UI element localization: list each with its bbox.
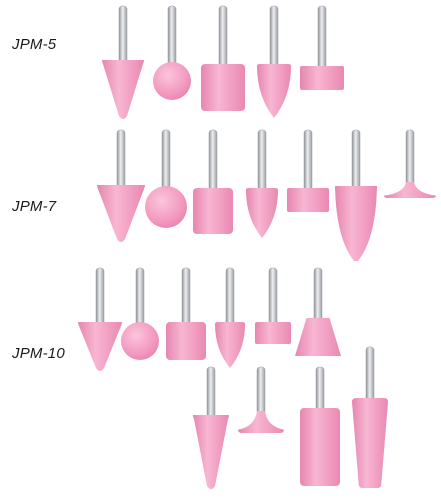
jpm10-disc <box>238 366 284 433</box>
group-label-jpm-5: JPM-5 <box>12 36 57 53</box>
group-label-jpm-7: JPM-7 <box>12 198 57 215</box>
jpm10-cylinder <box>166 267 206 360</box>
jpm7-disc <box>384 129 436 198</box>
jpm10-cone <box>78 267 122 371</box>
jpm7-cone <box>97 129 145 242</box>
jpm10-bullet <box>215 267 245 368</box>
jpm5-bullet <box>257 5 291 118</box>
jpm10-long-cone <box>193 366 229 489</box>
jpm7-bullet <box>246 129 278 238</box>
jpm7-cylinder <box>193 129 233 234</box>
jpm5-cone <box>102 5 144 119</box>
jpm10-inverted-cone <box>295 267 341 356</box>
jpm7-ball <box>145 129 187 228</box>
jpm5-ball <box>153 5 191 100</box>
jpm7-tree <box>335 129 377 261</box>
jpm10-wheel <box>255 267 291 344</box>
jpm5-wheel <box>300 5 344 90</box>
jpm10-taper <box>352 346 388 488</box>
group-label-jpm-10: JPM-10 <box>12 345 65 362</box>
jpm7-wheel <box>287 129 329 212</box>
jpm10-ball <box>121 267 159 360</box>
jpm10-long-cylinder <box>300 366 340 486</box>
jpm5-cylinder <box>201 5 245 111</box>
